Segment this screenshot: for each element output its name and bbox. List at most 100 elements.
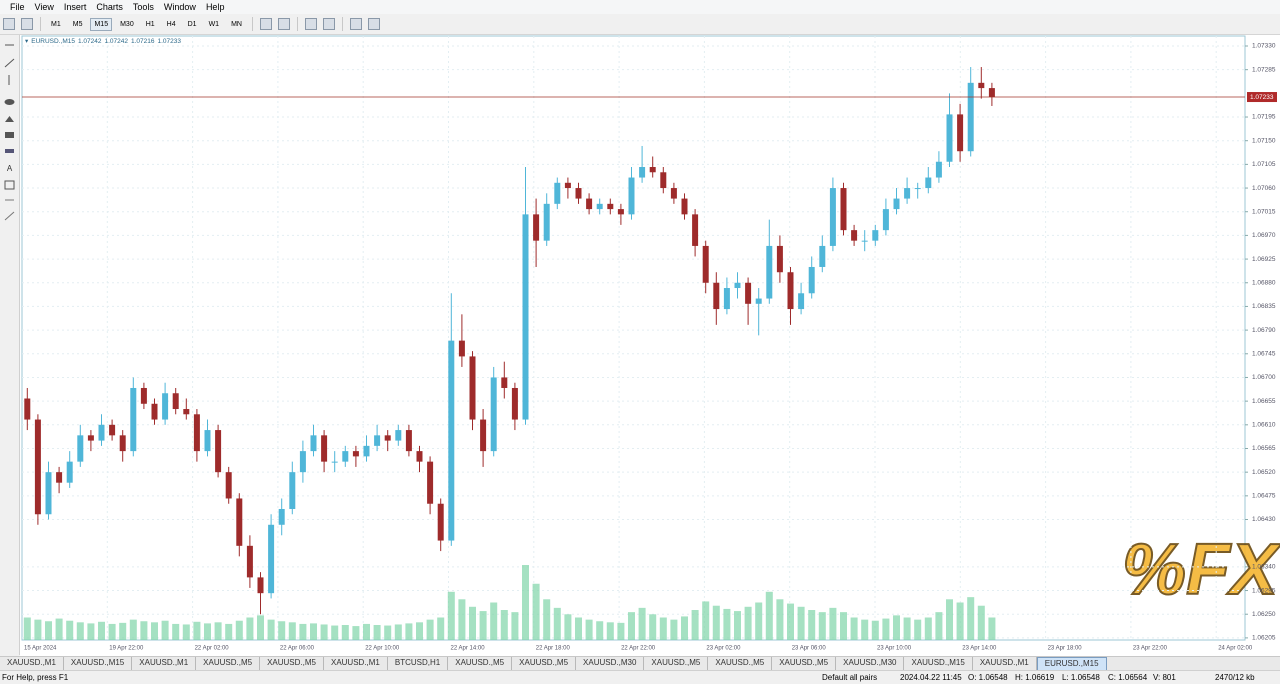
chart-tab[interactable]: XAUUSD.,M30 bbox=[836, 657, 905, 671]
ea-button[interactable] bbox=[367, 18, 380, 30]
chart-tab[interactable]: XAUUSD.,M1 bbox=[0, 657, 64, 671]
volume-bar bbox=[129, 619, 137, 640]
timeframes: M1 M5 M15 M30 H1 H4 D1 W1 MN bbox=[45, 17, 248, 31]
zoom-out-button[interactable] bbox=[277, 18, 290, 30]
rectangle-tool[interactable] bbox=[5, 132, 14, 138]
status-close: C: 1.06564 bbox=[1108, 673, 1148, 682]
candle-body bbox=[183, 409, 190, 415]
volume-bar bbox=[829, 607, 837, 640]
timeframe-button[interactable]: M1 bbox=[51, 20, 61, 28]
volume-bar bbox=[649, 614, 657, 640]
chart-tab[interactable]: XAUUSD.,M30 bbox=[576, 657, 645, 671]
label-tool[interactable] bbox=[4, 180, 15, 190]
chart-window[interactable]: %FX 1.07330 1.07285 1.07195 1.07150 1.07105 1.… bbox=[20, 35, 1280, 656]
status-help: For Help, press F1 bbox=[2, 673, 69, 682]
menu-item[interactable]: View bbox=[34, 2, 54, 12]
drawing-tools: A bbox=[4, 44, 15, 221]
timeframe-button[interactable]: MN bbox=[231, 20, 242, 28]
candle-body bbox=[45, 472, 52, 515]
timeframe-button[interactable]: H4 bbox=[166, 20, 176, 28]
candle-body bbox=[914, 188, 921, 190]
timeframe-button[interactable]: M15 bbox=[90, 17, 113, 31]
volume-bar bbox=[893, 615, 900, 640]
channel-tool[interactable] bbox=[4, 211, 15, 221]
candle-body bbox=[215, 430, 222, 473]
indicators-button[interactable] bbox=[349, 18, 362, 30]
x-tick-label: 23 Apr 14:00 bbox=[962, 646, 997, 652]
volume-bar bbox=[935, 612, 943, 640]
timeframe-button[interactable]: M5 bbox=[72, 20, 83, 28]
triangle-tool[interactable] bbox=[5, 116, 14, 122]
candle-body bbox=[66, 461, 73, 483]
volume-bar bbox=[967, 597, 975, 640]
zoom-in-button[interactable] bbox=[259, 18, 272, 30]
chart-tab[interactable]: XAUUSD.,M5 bbox=[772, 657, 837, 671]
separator bbox=[296, 17, 298, 31]
volume-bar bbox=[66, 620, 74, 640]
volume-bar bbox=[776, 599, 784, 640]
candle-body bbox=[501, 377, 508, 388]
menu-item[interactable]: Help bbox=[205, 2, 225, 12]
volume-bar bbox=[363, 623, 370, 640]
menu-item[interactable]: Window bbox=[163, 2, 196, 12]
toolbar: M1 M5 M15 M30 H1 H4 D1 W1 MN bbox=[0, 14, 1280, 35]
volume-bar bbox=[246, 617, 254, 640]
volume-bar bbox=[267, 619, 275, 640]
chart-tab[interactable]: XAUUSD.,M15 bbox=[64, 657, 133, 671]
trendline-tool[interactable] bbox=[4, 58, 15, 68]
timeframe-button[interactable]: W1 bbox=[208, 20, 220, 28]
chart-tab[interactable]: XAUUSD.,M5 bbox=[196, 657, 261, 671]
chart-tab[interactable]: XAUUSD.,M5 bbox=[644, 657, 709, 671]
status-profile: Default all pairs bbox=[822, 673, 878, 682]
chart-tab[interactable]: XAUUSD.,M5 bbox=[708, 657, 773, 671]
volume-bar bbox=[140, 621, 148, 640]
timeframe-button[interactable]: M30 bbox=[120, 20, 134, 28]
autoscroll-button[interactable] bbox=[322, 18, 335, 30]
chart-tab[interactable]: XAUUSD.,M1 bbox=[324, 657, 388, 671]
text-tool[interactable]: A bbox=[7, 164, 13, 173]
volume-bar bbox=[172, 623, 180, 640]
chart-tab[interactable]: BTCUSD,H1 bbox=[388, 657, 449, 671]
ellipse-tool[interactable] bbox=[4, 99, 15, 105]
y-tick-label: 1.06430 bbox=[1252, 516, 1276, 523]
price-tag bbox=[1247, 92, 1277, 103]
new-chart-button[interactable] bbox=[3, 18, 15, 30]
volume-bar bbox=[299, 623, 307, 640]
chart-header: ▾ EURUSD.,M15 1.07242 1.07242 1.07216 1.07233 bbox=[25, 38, 181, 45]
chart-tab[interactable]: EURUSD.,M15 bbox=[1036, 657, 1107, 671]
x-tick-label: 23 Apr 18:00 bbox=[1048, 646, 1083, 652]
timeframe-button[interactable]: H1 bbox=[145, 20, 155, 28]
chart-tab[interactable]: XAUUSD.,M1 bbox=[973, 657, 1037, 671]
volume-bar bbox=[45, 621, 52, 640]
x-tick-label: 22 Apr 06:00 bbox=[280, 646, 315, 652]
profiles-button[interactable] bbox=[21, 18, 33, 30]
chart-tab[interactable]: XAUUSD.,M1 bbox=[132, 657, 197, 671]
candle-body bbox=[533, 214, 540, 241]
x-tick-label: 19 Apr 22:00 bbox=[109, 646, 144, 652]
x-tick-label: 23 Apr 06:00 bbox=[792, 646, 827, 652]
arrow-tool[interactable] bbox=[5, 149, 14, 153]
volume-bar bbox=[469, 606, 476, 640]
volume-bar bbox=[108, 623, 116, 640]
x-tick-label: 23 Apr 02:00 bbox=[706, 646, 741, 652]
volume-bar bbox=[755, 602, 763, 640]
menu-item[interactable]: Insert bbox=[63, 2, 87, 12]
volume-bar bbox=[659, 617, 667, 640]
chart-tab[interactable]: XAUUSD.,M5 bbox=[448, 657, 513, 671]
candle-body bbox=[808, 266, 815, 294]
candle-body bbox=[480, 419, 487, 452]
chart-tab[interactable]: XAUUSD.,M5 bbox=[260, 657, 324, 671]
x-tick-label: 23 Apr 22:00 bbox=[1133, 646, 1168, 652]
candle-body bbox=[395, 430, 402, 441]
x-tick-label: 24 Apr 02:00 bbox=[1218, 646, 1253, 652]
candle-body bbox=[713, 282, 720, 310]
chart-shift-button[interactable] bbox=[304, 18, 317, 30]
menu-item[interactable]: Tools bbox=[132, 2, 154, 12]
volume-bar bbox=[384, 625, 392, 640]
chart-tab[interactable]: XAUUSD.,M15 bbox=[904, 657, 973, 671]
menu-item[interactable]: File bbox=[10, 2, 25, 12]
candle-body bbox=[628, 177, 635, 215]
chart-tab[interactable]: XAUUSD.,M5 bbox=[512, 657, 577, 671]
menu-item[interactable]: Charts bbox=[96, 2, 123, 12]
timeframe-button[interactable]: D1 bbox=[187, 20, 197, 28]
